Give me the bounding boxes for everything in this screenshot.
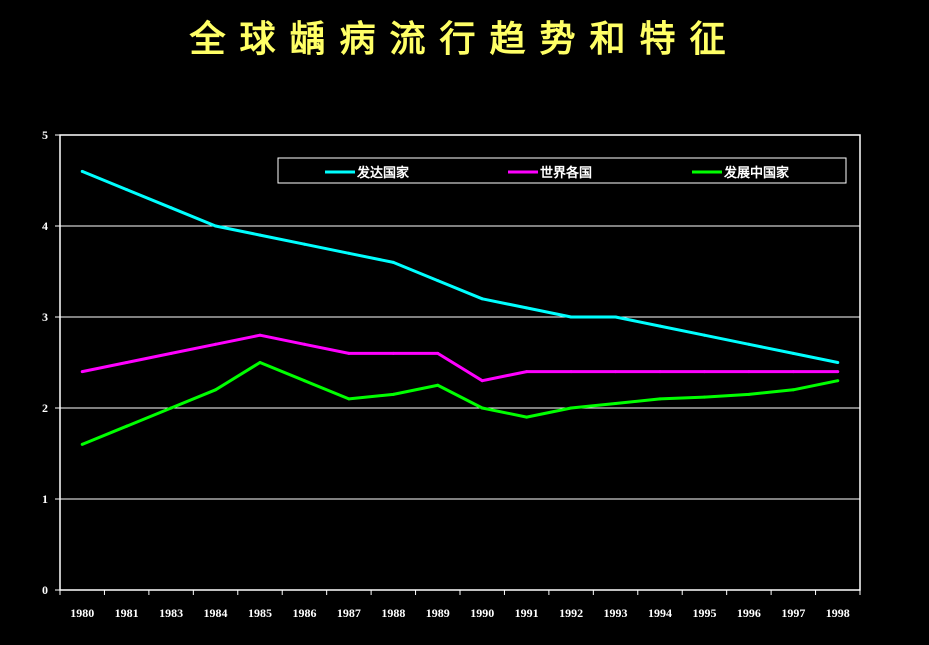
data-point (169, 351, 173, 355)
data-point (258, 361, 262, 364)
data-point (391, 260, 395, 264)
data-point (791, 388, 795, 392)
data-point (125, 424, 129, 428)
data-point (702, 333, 706, 337)
data-point (702, 395, 706, 399)
data-point (214, 388, 218, 392)
x-tick-label: 1990 (470, 606, 494, 620)
data-point (214, 342, 218, 346)
x-tick-label: 1988 (381, 606, 405, 620)
x-tick-label: 1987 (337, 606, 361, 620)
data-point (569, 315, 573, 319)
y-tick-label: 2 (42, 401, 48, 415)
x-tick-label: 1993 (604, 606, 628, 620)
data-point (347, 251, 351, 255)
data-point (614, 401, 618, 405)
x-tick-label: 1989 (426, 606, 450, 620)
data-point (836, 379, 840, 383)
data-point (436, 351, 440, 355)
data-point (347, 397, 351, 401)
data-point (747, 392, 751, 396)
x-tick-label: 1997 (781, 606, 805, 620)
data-point (258, 233, 262, 237)
legend-label: 发达国家 (356, 165, 410, 181)
x-tick-label: 1986 (292, 606, 316, 620)
data-point (302, 379, 306, 383)
data-point (614, 370, 618, 374)
data-point (791, 351, 795, 355)
data-point (80, 169, 84, 173)
x-tick-label: 1983 (159, 606, 183, 620)
data-point (125, 188, 129, 192)
data-point (836, 370, 840, 374)
series-line-2 (81, 333, 838, 383)
chart-title: 全球龋病流行趋势和特征 (189, 19, 740, 60)
series-line-3 (81, 361, 839, 446)
series-line-1 (81, 170, 839, 364)
legend (277, 157, 847, 184)
legend-label: 世界各国 (540, 165, 592, 181)
x-tick-label: 1994 (648, 606, 672, 620)
data-point (525, 370, 529, 374)
data-point (569, 370, 573, 374)
data-point (480, 379, 484, 383)
y-tick-label: 0 (42, 583, 48, 597)
data-point (525, 415, 529, 419)
data-point (747, 370, 751, 374)
x-tick-label: 1998 (826, 606, 850, 620)
data-point (480, 406, 484, 410)
y-tick-label: 4 (42, 219, 48, 233)
data-point (169, 406, 173, 410)
data-point (391, 351, 395, 355)
data-point (302, 342, 306, 346)
data-point (569, 406, 573, 410)
data-point (658, 370, 662, 374)
x-tick-label: 1984 (204, 606, 228, 620)
data-point (658, 324, 662, 328)
data-point (347, 351, 351, 355)
x-tick-label: 1980 (70, 606, 94, 620)
data-point (214, 224, 218, 228)
x-tick-label: 1996 (737, 606, 761, 620)
y-tick-label: 1 (42, 492, 48, 506)
data-point (836, 361, 840, 364)
plot-area (59, 134, 861, 591)
x-tick-label: 1991 (515, 606, 539, 620)
data-point (791, 370, 795, 374)
data-point (658, 397, 662, 401)
data-point (525, 306, 529, 310)
data-point (169, 206, 173, 210)
x-tick-label: 1985 (248, 606, 272, 620)
data-point (614, 315, 618, 319)
x-tick-label: 1981 (115, 606, 139, 620)
data-point (258, 333, 262, 337)
data-point (302, 242, 306, 246)
x-tick-label: 1995 (692, 606, 716, 620)
data-point (80, 370, 84, 374)
data-point (747, 342, 751, 346)
y-tick-label: 5 (42, 128, 48, 142)
data-point (436, 383, 440, 387)
x-tick-label: 1992 (559, 606, 583, 620)
data-point (391, 392, 395, 396)
data-point (702, 370, 706, 374)
data-point (436, 279, 440, 283)
data-point (80, 442, 84, 446)
data-point (480, 297, 484, 301)
y-tick-label: 3 (42, 310, 48, 324)
legend-label: 发展中国家 (723, 165, 790, 181)
data-point (125, 361, 129, 364)
